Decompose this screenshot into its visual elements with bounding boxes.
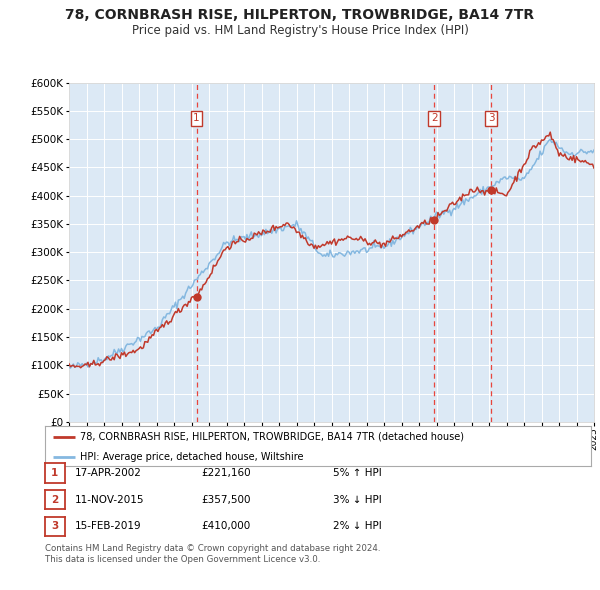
Text: Contains HM Land Registry data © Crown copyright and database right 2024.: Contains HM Land Registry data © Crown c… [45, 544, 380, 553]
Text: 15-FEB-2019: 15-FEB-2019 [74, 522, 141, 531]
Text: 17-APR-2002: 17-APR-2002 [74, 468, 141, 478]
Text: £357,500: £357,500 [201, 495, 251, 504]
Text: 1: 1 [193, 113, 200, 123]
Text: £410,000: £410,000 [201, 522, 250, 531]
Text: 2% ↓ HPI: 2% ↓ HPI [333, 522, 382, 531]
Text: 2: 2 [431, 113, 437, 123]
Text: 2: 2 [51, 495, 59, 504]
Text: 78, CORNBRASH RISE, HILPERTON, TROWBRIDGE, BA14 7TR (detached house): 78, CORNBRASH RISE, HILPERTON, TROWBRIDG… [80, 432, 464, 442]
Text: 3: 3 [488, 113, 494, 123]
Text: 78, CORNBRASH RISE, HILPERTON, TROWBRIDGE, BA14 7TR: 78, CORNBRASH RISE, HILPERTON, TROWBRIDG… [65, 8, 535, 22]
Text: £221,160: £221,160 [201, 468, 251, 478]
Text: This data is licensed under the Open Government Licence v3.0.: This data is licensed under the Open Gov… [45, 555, 320, 564]
Text: HPI: Average price, detached house, Wiltshire: HPI: Average price, detached house, Wilt… [80, 453, 304, 463]
Text: 3: 3 [51, 522, 59, 531]
Text: Price paid vs. HM Land Registry's House Price Index (HPI): Price paid vs. HM Land Registry's House … [131, 24, 469, 37]
Text: 5% ↑ HPI: 5% ↑ HPI [333, 468, 382, 478]
Text: 11-NOV-2015: 11-NOV-2015 [74, 495, 144, 504]
Text: 1: 1 [51, 468, 59, 478]
Text: 3% ↓ HPI: 3% ↓ HPI [333, 495, 382, 504]
